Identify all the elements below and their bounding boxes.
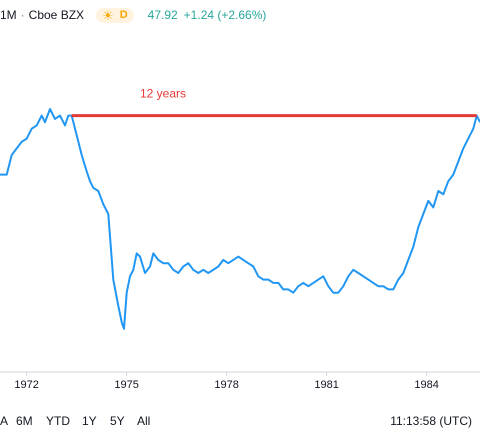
x-tick-label: 1978 [214, 379, 238, 391]
price-series-line [0, 108, 480, 330]
separator: · [20, 8, 25, 22]
chart-header: 1M · Cboe BZX ☀ D 47.92 +1.24 (+2.66%) [0, 0, 480, 30]
chart-footer: A 6M YTD 1Y 5Y All 11:13:58 (UTC) [0, 404, 480, 437]
price-change: +1.24 (+2.66%) [183, 8, 267, 22]
delayed-badge: D [119, 9, 128, 21]
sun-icon: ☀ [102, 7, 114, 23]
x-tick-label: 1981 [314, 379, 338, 391]
range-button-all[interactable]: All [137, 414, 151, 428]
range-button-5y[interactable]: 5Y [110, 414, 125, 428]
exchange-label: Cboe BZX [28, 8, 85, 22]
range-button[interactable]: A [0, 414, 9, 428]
x-tick-label: 1984 [414, 379, 438, 391]
range-button-1y[interactable]: 1Y [82, 414, 97, 428]
market-status-badges: ☀ D [96, 7, 134, 23]
range-button-ytd[interactable]: YTD [46, 414, 70, 428]
annotation-label: 12 years [140, 87, 186, 101]
price-chart[interactable]: 1972 1975 1978 1981 1984 12 years [0, 0, 480, 404]
x-tick-label: 1972 [14, 379, 38, 391]
utc-clock: 11:13:58 (UTC) [390, 414, 472, 428]
last-price: 47.92 [147, 8, 178, 22]
x-tick-label: 1975 [114, 379, 138, 391]
interval-label[interactable]: 1M [0, 8, 17, 22]
range-button-6m[interactable]: 6M [16, 414, 33, 428]
